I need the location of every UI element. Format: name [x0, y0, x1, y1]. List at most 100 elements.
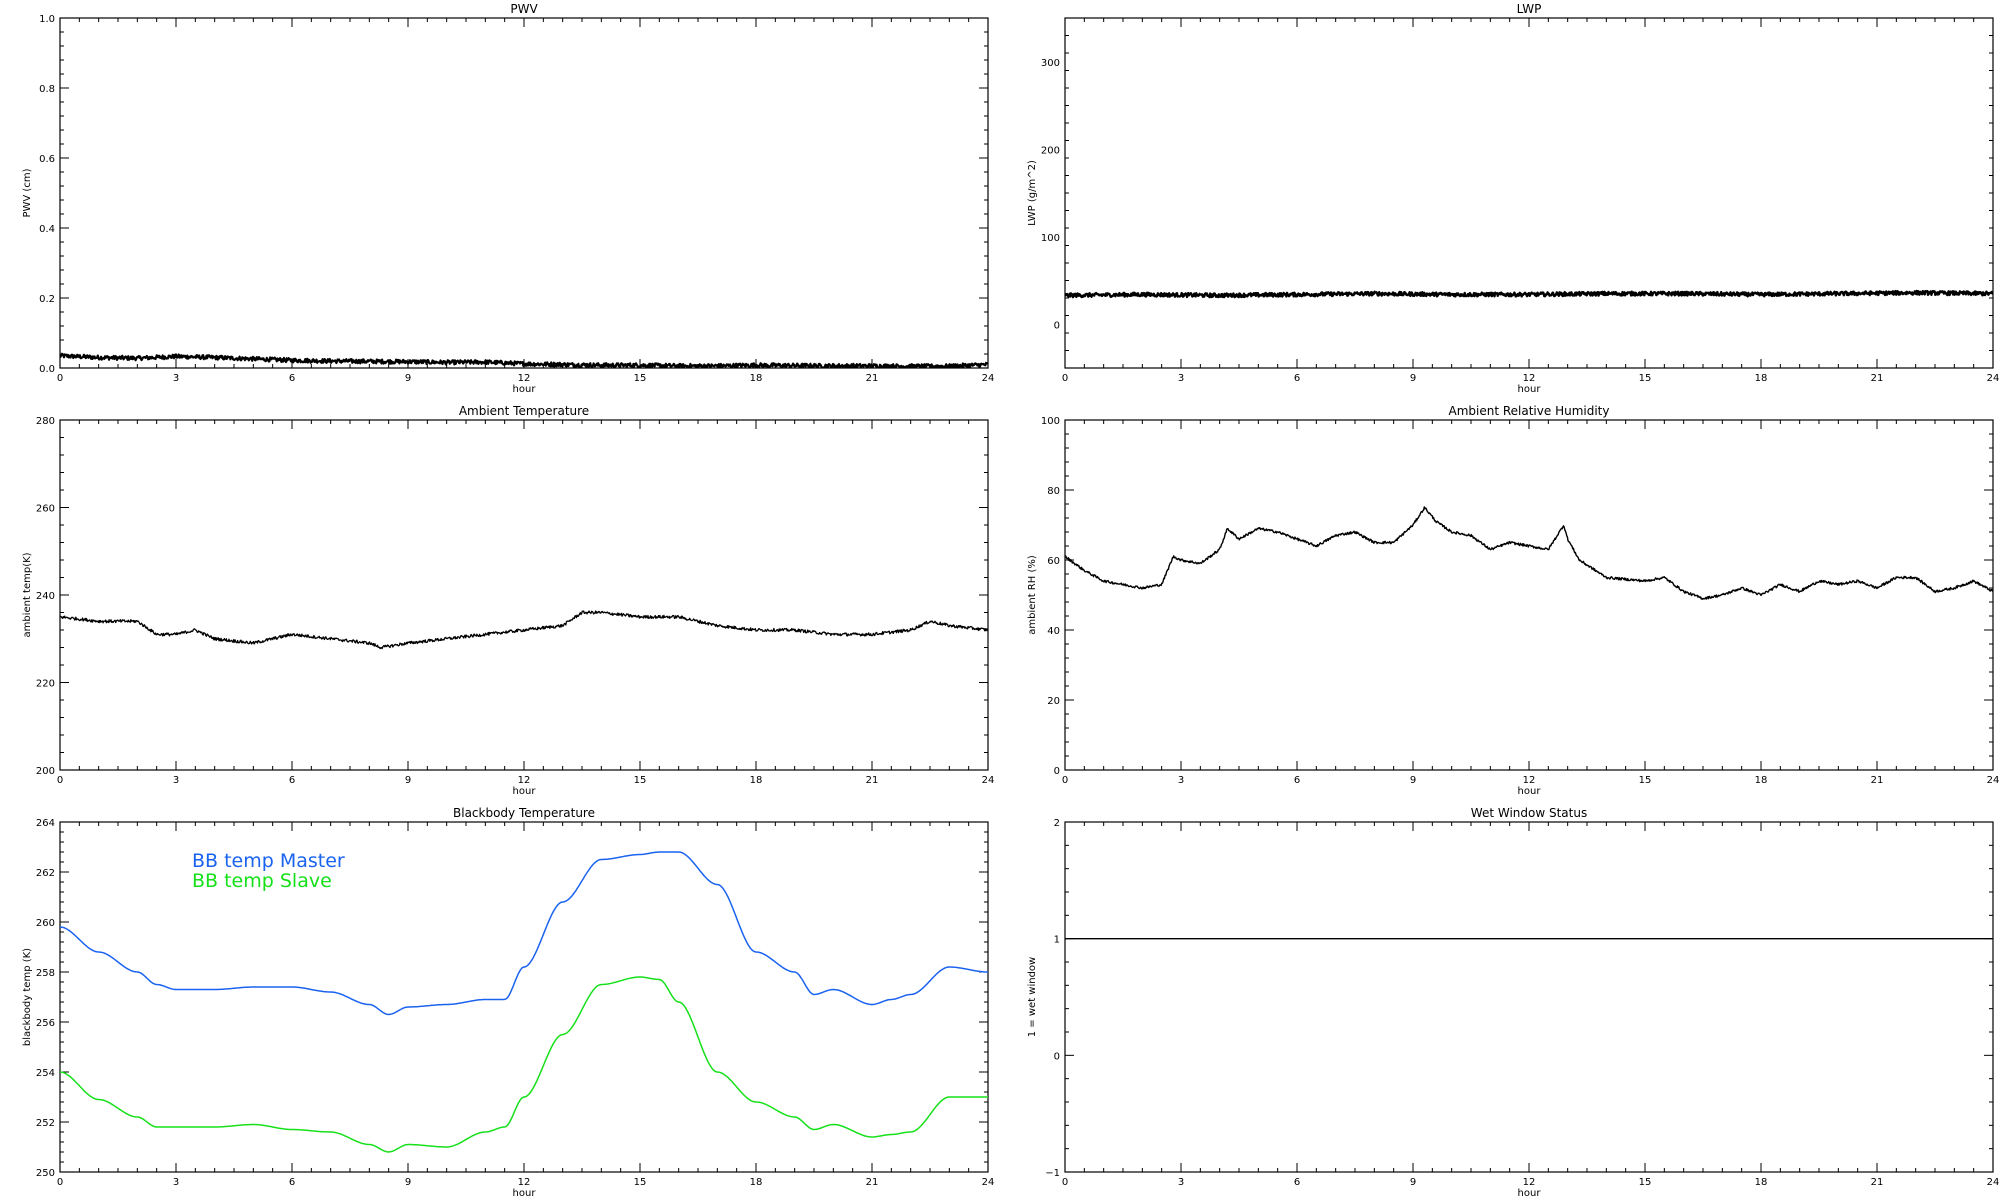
x-tick-label: 6: [1294, 1177, 1300, 1188]
series-line-ambient-temp: [60, 610, 988, 650]
x-tick-label: 21: [1871, 1177, 1884, 1188]
y-axis-label: ambient temp(K): [22, 552, 33, 637]
plot-title: Ambient Relative Humidity: [1449, 404, 1610, 418]
y-tick-label: 260: [36, 918, 55, 929]
x-tick-label: 21: [1871, 775, 1884, 786]
y-tick-label: 260: [36, 504, 55, 515]
plot-ambient-temp: Ambient Temperature 0 3 6 9 12 15 18 21 24 hour 200…: [22, 404, 994, 797]
y-axis-label: LWP (g/m^2): [1027, 160, 1038, 226]
x-tick-label: 6: [1294, 373, 1300, 384]
x-tick-label: 15: [634, 1177, 647, 1188]
x-tick-label: 0: [1062, 1177, 1068, 1188]
y-tick-label: 0.8: [39, 84, 55, 95]
x-tick-label: 24: [982, 373, 995, 384]
y-tick-label: 262: [36, 868, 55, 879]
x-tick-label: 9: [1410, 1177, 1416, 1188]
y-tick-label: 0: [1054, 766, 1060, 777]
x-tick-label: 15: [634, 775, 647, 786]
x-tick-label: 0: [57, 373, 63, 384]
x-axis-label: hour: [513, 384, 537, 395]
x-axis-label: hour: [1518, 786, 1542, 797]
y-axis-label: PWV (cm): [22, 168, 33, 217]
y-axis-label: ambient RH (%): [1027, 555, 1038, 635]
y-tick-label: 80: [1047, 486, 1060, 497]
x-tick-label: 15: [1639, 373, 1652, 384]
x-tick-label: 21: [866, 775, 879, 786]
plot-frame: [59, 17, 989, 369]
x-tick-label: 18: [750, 1177, 763, 1188]
y-tick-label: 254: [36, 1068, 55, 1079]
y-tick-label: 280: [36, 416, 55, 427]
y-axis-label: blackbody temp (K): [22, 948, 33, 1046]
series-line-bb-temp-slave: [60, 976, 988, 1153]
y-tick-label: 100: [1041, 416, 1060, 427]
y-tick-label: 0: [1054, 1051, 1060, 1062]
y-tick-label: 200: [36, 766, 55, 777]
y-tick-label: 220: [36, 679, 55, 690]
x-tick-label: 0: [57, 1177, 63, 1188]
y-tick-label: 100: [1041, 233, 1060, 244]
series-line-lwp: [1065, 289, 1993, 299]
series-line-bb-temp-master: [60, 851, 988, 1016]
y-tick-label: 40: [1047, 626, 1060, 637]
x-tick-label: 6: [289, 775, 295, 786]
x-tick-label: 0: [57, 775, 63, 786]
y-tick-label: 300: [1041, 58, 1060, 69]
x-tick-label: 9: [405, 775, 411, 786]
series-line-ambient-rh: [1065, 506, 1993, 600]
x-tick-label: 12: [518, 373, 531, 384]
x-tick-label: 24: [982, 775, 995, 786]
x-tick-label: 3: [1178, 1177, 1184, 1188]
y-tick-label: 1: [1054, 935, 1060, 946]
x-tick-label: 15: [634, 373, 647, 384]
y-tick-label: 60: [1047, 556, 1060, 567]
plot-ambient-rh: Ambient Relative Humidity 0 3 6 9 12 15 18 21 24 h…: [1027, 404, 1999, 797]
y-tick-label: −1: [1045, 1168, 1060, 1179]
x-tick-label: 21: [866, 373, 879, 384]
x-tick-label: 3: [173, 775, 179, 786]
x-tick-label: 12: [518, 775, 531, 786]
x-tick-label: 18: [1755, 775, 1768, 786]
x-tick-label: 18: [1755, 373, 1768, 384]
x-tick-label: 3: [173, 373, 179, 384]
x-tick-label: 3: [1178, 373, 1184, 384]
x-tick-label: 12: [518, 1177, 531, 1188]
legend-entry: BB temp Master: [192, 850, 345, 872]
plot-title: Wet Window Status: [1471, 806, 1587, 820]
x-tick-label: 9: [405, 373, 411, 384]
x-tick-label: 12: [1523, 1177, 1536, 1188]
y-tick-label: 256: [36, 1018, 55, 1029]
x-tick-label: 12: [1523, 373, 1536, 384]
x-axis-label: hour: [513, 786, 537, 797]
series-line-pwv: [60, 352, 988, 368]
x-tick-label: 6: [289, 1177, 295, 1188]
x-tick-label: 3: [173, 1177, 179, 1188]
x-tick-label: 9: [1410, 775, 1416, 786]
plot-frame: [59, 419, 989, 771]
x-tick-label: 9: [1410, 373, 1416, 384]
legend-entry: BB temp Slave: [192, 870, 332, 892]
x-tick-label: 6: [1294, 775, 1300, 786]
y-tick-label: 264: [36, 818, 55, 829]
x-tick-label: 0: [1062, 775, 1068, 786]
x-tick-label: 18: [750, 373, 763, 384]
y-tick-label: 240: [36, 591, 55, 602]
plot-pwv: PWV 0 3 6 9 12 15 18 21 24 hour 0.0 0.2 0.4 0.6 0.8 1.0 P…: [22, 2, 994, 395]
x-tick-label: 15: [1639, 775, 1652, 786]
x-axis-label: hour: [513, 1188, 537, 1199]
y-tick-label: 1.0: [39, 14, 55, 25]
x-axis-label: hour: [1518, 384, 1542, 395]
y-tick-label: 250: [36, 1168, 55, 1179]
x-tick-label: 24: [1987, 775, 2000, 786]
x-tick-label: 21: [866, 1177, 879, 1188]
x-tick-label: 0: [1062, 373, 1068, 384]
y-tick-label: 2: [1054, 818, 1060, 829]
plot-title: LWP: [1517, 2, 1542, 16]
y-tick-label: 258: [36, 968, 55, 979]
x-axis-label: hour: [1518, 1188, 1542, 1199]
x-tick-label: 9: [405, 1177, 411, 1188]
x-tick-label: 12: [1523, 775, 1536, 786]
x-tick-label: 18: [1755, 1177, 1768, 1188]
